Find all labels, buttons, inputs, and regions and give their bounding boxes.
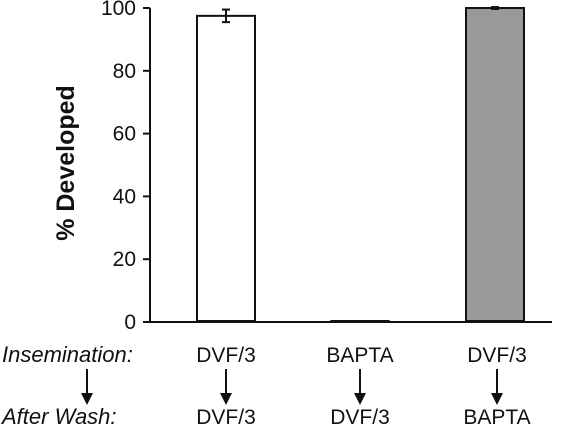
- after-wash-label: DVF/3: [196, 406, 256, 429]
- bars: [196, 6, 525, 324]
- y-tick-label: 40: [113, 185, 136, 208]
- after-wash-label: BAPTA: [463, 406, 530, 429]
- error-bar: [222, 8, 230, 24]
- insemination-label: DVF/3: [196, 344, 256, 367]
- down-arrow: [491, 369, 503, 405]
- down-arrow: [220, 369, 232, 405]
- y-tick-label: 0: [124, 311, 136, 334]
- y-tick-label: 100: [101, 0, 136, 20]
- insemination-label: BAPTA: [326, 344, 393, 367]
- y-axis-label: % Developed: [52, 85, 80, 241]
- insemination-row-label: Insemination:: [2, 342, 133, 367]
- after-wash-label: DVF/3: [330, 406, 390, 429]
- y-tick-label: 20: [113, 248, 136, 271]
- y-tick-label: 80: [113, 60, 136, 83]
- y-tick-label: 60: [113, 123, 136, 146]
- down-arrow: [354, 369, 366, 405]
- category-labels: DVF/3 DVF/3 BAPTA DVF/3 DVF/3 BAPTA: [196, 344, 530, 429]
- insemination-label: DVF/3: [467, 344, 527, 367]
- bar: [196, 14, 256, 323]
- error-bar: [491, 6, 499, 10]
- bar: [465, 7, 525, 323]
- after-wash-row-label: After Wash:: [0, 404, 117, 429]
- y-axis: 0 20 40 60 80 100: [101, 0, 151, 334]
- row-label-arrow: [81, 369, 93, 405]
